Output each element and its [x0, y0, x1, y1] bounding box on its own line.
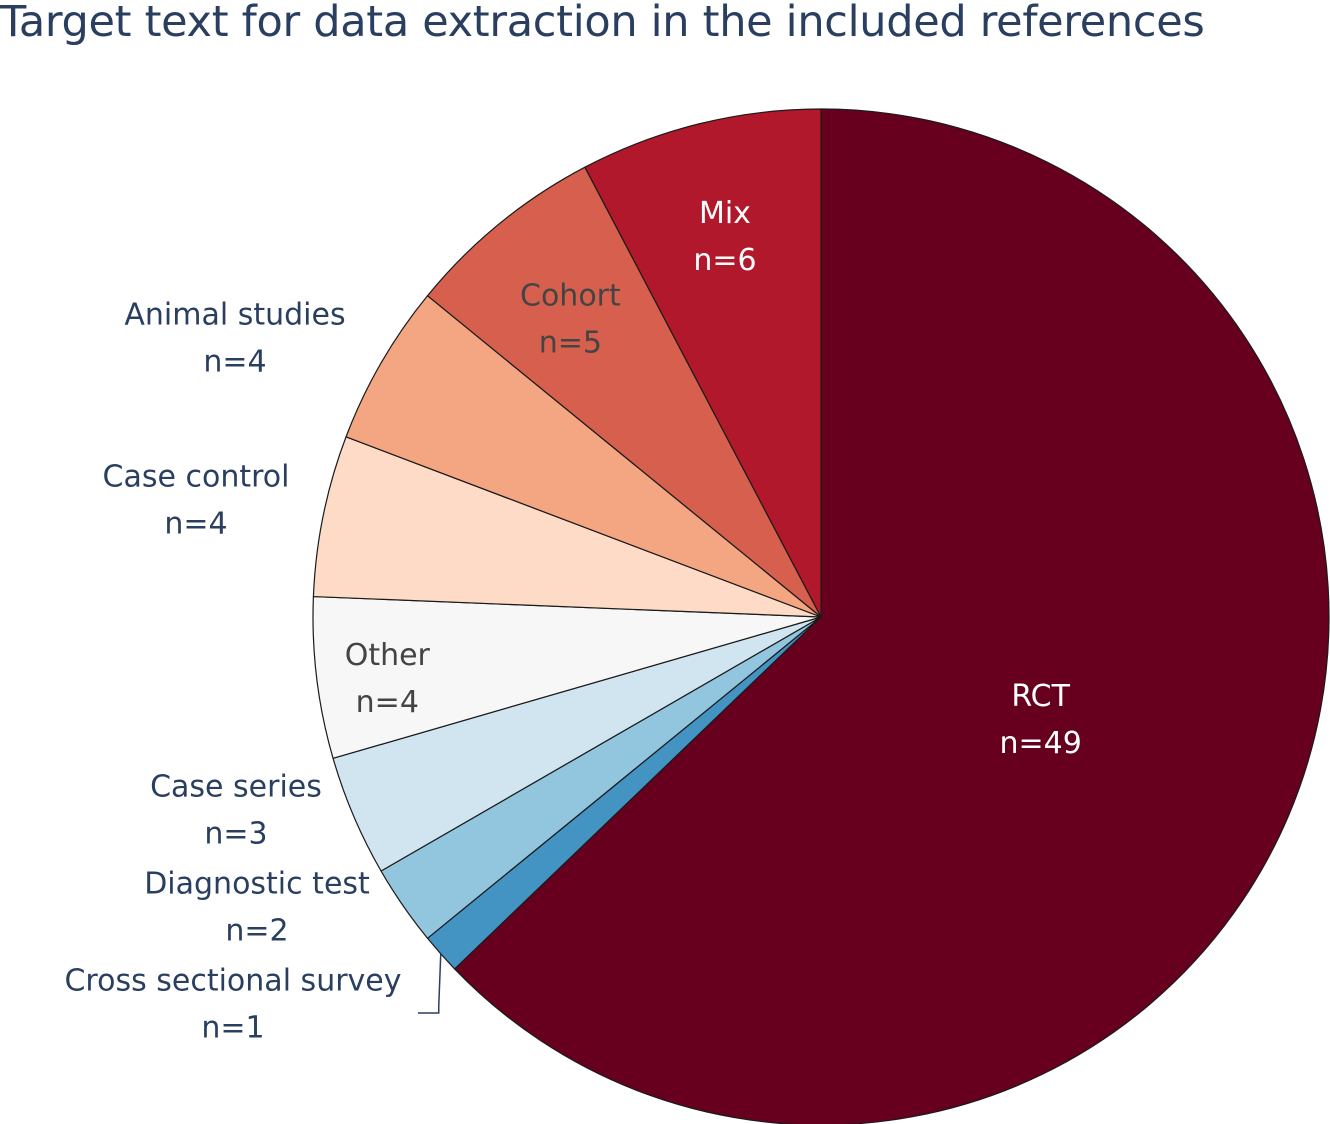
slice-label-mix: Mix n=6 — [693, 196, 756, 278]
slice-label-count: n=1 — [201, 1011, 264, 1046]
slice-label-count: n=2 — [225, 914, 288, 949]
slice-label-cross-sectional-survey: Cross sectional survey n=1 — [64, 964, 401, 1046]
pie-slices — [312, 108, 1330, 1124]
slice-label-name: Animal studies — [124, 298, 345, 333]
pie-slice-rct — [454, 108, 1330, 1124]
slice-label-count: n=6 — [693, 243, 756, 278]
leader-line-cross-sectional-survey — [418, 953, 442, 1014]
slice-label-name: Mix — [699, 196, 751, 231]
slice-label-name: Case control — [103, 460, 290, 495]
slice-label-name: Cohort — [520, 279, 621, 314]
slice-label-cohort: Cohort n=5 — [520, 279, 621, 361]
pie-slice-cohort — [426, 166, 822, 618]
pie-slice-animal-studies — [345, 295, 822, 618]
slice-label-count: n=4 — [203, 345, 266, 380]
slice-label-other: Other n=4 — [345, 638, 431, 720]
slice-label-count: n=4 — [356, 685, 419, 720]
slice-label-name: Case series — [150, 770, 322, 805]
slice-label-animal-studies: Animal studies n=4 — [124, 298, 345, 380]
slice-labels: RCT n=49 Cross sectional survey n=1 Diagnost… — [64, 196, 1081, 1046]
chart-title: Target text for data extraction in the i… — [0, 0, 1205, 47]
pie-slice-case-control — [312, 436, 822, 618]
slice-label-name: Other — [345, 638, 431, 673]
slice-label-name: Diagnostic test — [144, 867, 370, 902]
slice-label-name: RCT — [1011, 679, 1070, 714]
pie-slice-mix — [584, 108, 822, 618]
slice-label-case-control: Case control n=4 — [103, 460, 290, 542]
slice-label-case-series: Case series n=3 — [150, 770, 322, 852]
slice-label-count: n=3 — [204, 817, 267, 852]
slice-label-rct: RCT n=49 — [999, 679, 1081, 761]
slice-label-name: Cross sectional survey — [64, 964, 401, 999]
slice-label-count: n=4 — [164, 507, 227, 542]
slice-label-diagnostic-test: Diagnostic test n=2 — [144, 867, 370, 949]
leader-lines — [418, 953, 442, 1014]
pie-slice-other — [312, 595, 822, 759]
slice-label-count: n=5 — [539, 326, 602, 361]
slice-label-count: n=49 — [999, 726, 1081, 761]
